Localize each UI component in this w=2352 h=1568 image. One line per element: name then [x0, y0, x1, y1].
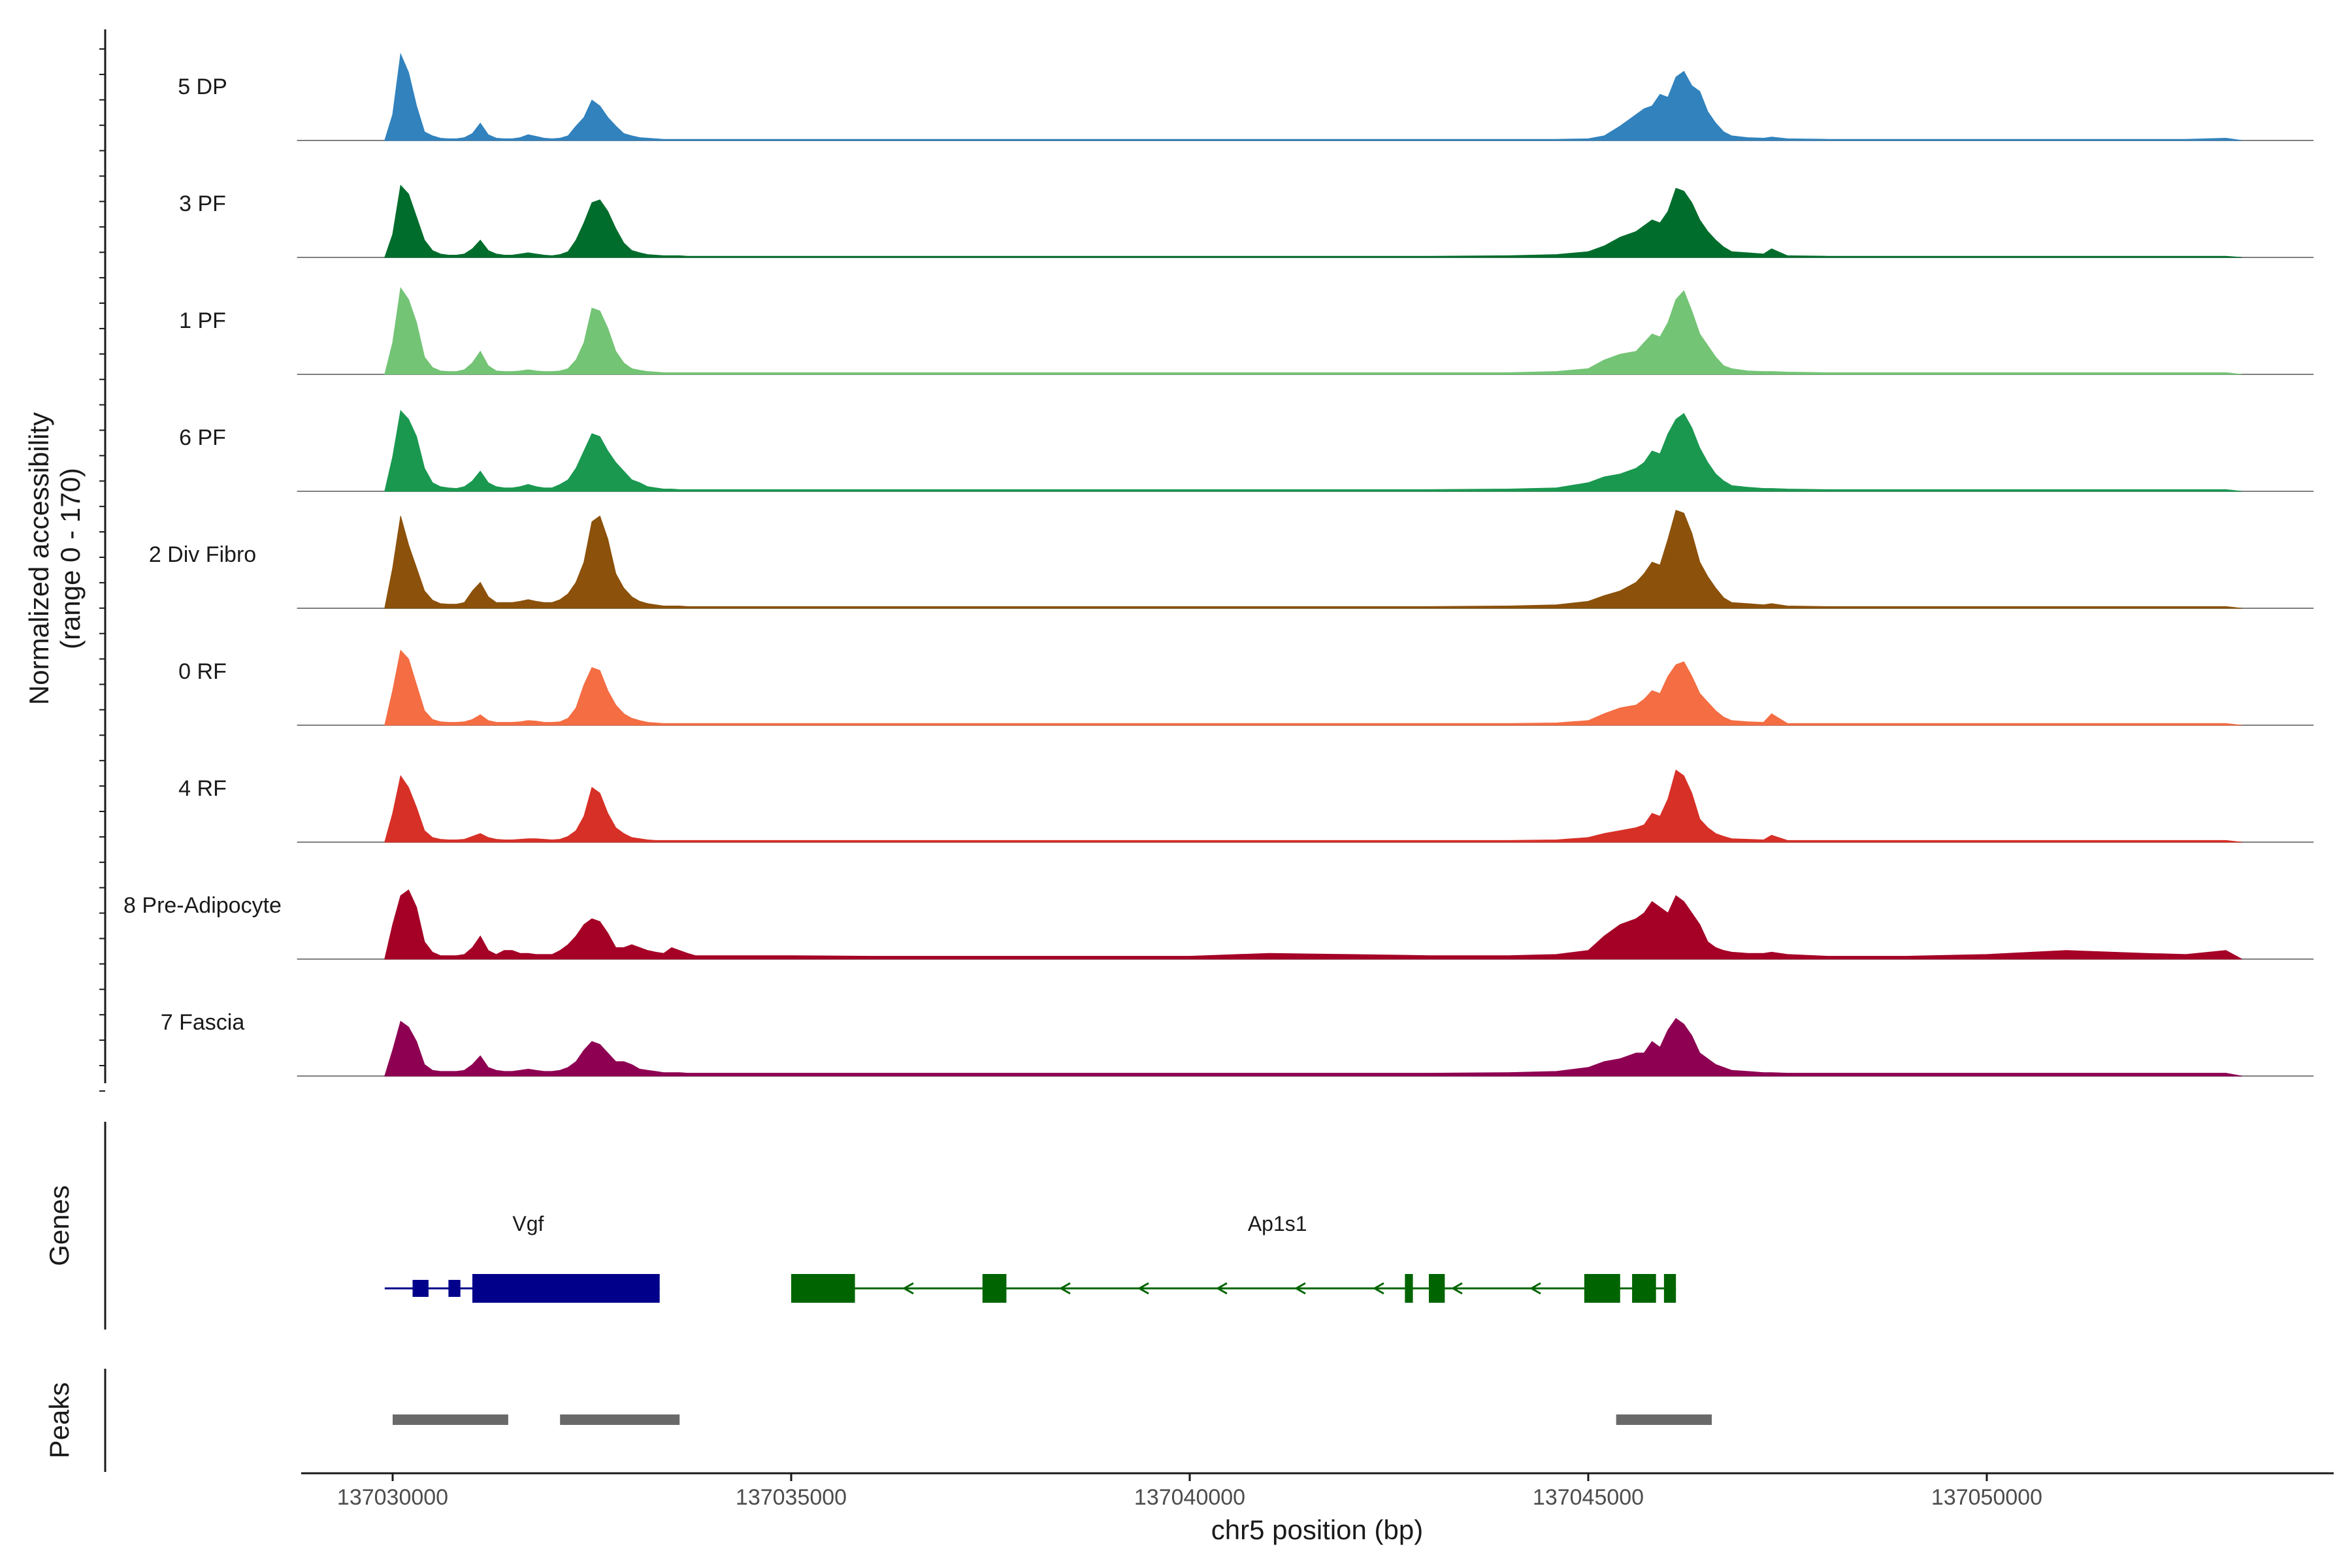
track-7-fascia: 7 Fascia: [161, 1010, 2314, 1077]
gene-ap1s1: Ap1s1: [791, 1212, 1676, 1303]
x-tick-label: 137030000: [337, 1485, 448, 1510]
peak-bar: [560, 1414, 680, 1425]
exon-block: [1405, 1274, 1413, 1303]
strand-arrow: [1215, 1282, 1228, 1295]
track-0-rf: 0 RF: [178, 649, 2314, 726]
track-4-rf: 4 RF: [178, 769, 2314, 843]
coverage-area: [384, 184, 2242, 258]
exon-block: [472, 1274, 660, 1303]
strand-arrow: [1450, 1282, 1463, 1295]
track-label: 2 Div Fibro: [149, 542, 256, 567]
x-tick-label: 137050000: [1931, 1485, 2042, 1510]
exon-block: [791, 1274, 855, 1303]
exon-block: [982, 1274, 1007, 1303]
coverage-area: [384, 287, 2242, 375]
x-axis: 137030000 137035000 137040000 137045000 1370…: [301, 1472, 2334, 1510]
coverage-area: [384, 510, 2242, 609]
gene-name-label: Ap1s1: [1248, 1212, 1307, 1235]
gene-vgf: Vgf: [384, 1212, 660, 1303]
track-8-pre-adipocyte: 8 Pre-Adipocyte: [123, 889, 2314, 960]
accessibility-tracks: 5 DP 3 PF 1 PF 6 PF 2 Div Fibro 0 RF 4 RF 8 Pre…: [123, 52, 2314, 1077]
track-label: 5 DP: [178, 74, 227, 99]
coverage-area: [384, 410, 2242, 492]
track-label: 7 Fascia: [161, 1010, 245, 1035]
exon-block: [1429, 1274, 1445, 1303]
x-axis-title: chr5 position (bp): [1211, 1514, 1424, 1545]
track-label: 8 Pre-Adipocyte: [123, 893, 282, 918]
x-tick-label: 137045000: [1533, 1485, 1644, 1510]
strand-arrow: [1529, 1282, 1541, 1295]
peaks-track: Peaks: [44, 1369, 1712, 1472]
strand-arrow: [1058, 1282, 1071, 1295]
coverage-area: [384, 649, 2242, 726]
track-3-pf: 3 PF: [179, 184, 2314, 258]
track-label: 6 PF: [179, 425, 226, 450]
strand-arrow: [1294, 1282, 1306, 1295]
y-axis-title-line1: Normalized accessibility: [24, 412, 54, 705]
track-label: 3 PF: [179, 191, 226, 216]
exon-block: [412, 1280, 429, 1297]
exon-block: [1632, 1274, 1656, 1303]
peak-bar: [1616, 1414, 1712, 1425]
coverage-area: [384, 889, 2242, 960]
exon-block: [1584, 1274, 1620, 1303]
peaks-track-label: Peaks: [44, 1382, 74, 1459]
strand-arrow: [1137, 1282, 1149, 1295]
coverage-area: [384, 52, 2242, 141]
gene-name-label: Vgf: [512, 1212, 544, 1235]
exon-block: [448, 1280, 461, 1297]
strand-arrow: [1372, 1282, 1384, 1295]
track-1-pf: 1 PF: [179, 287, 2314, 375]
x-tick-label: 137035000: [736, 1485, 847, 1510]
exon-block: [1663, 1274, 1676, 1303]
track-5-dp: 5 DP: [178, 52, 2314, 141]
track-2-div-fibro: 2 Div Fibro: [149, 510, 2314, 609]
track-label: 0 RF: [178, 659, 227, 684]
x-tick-label: 137040000: [1134, 1485, 1245, 1510]
y-axis-accessibility: [99, 29, 106, 1092]
track-label: 1 PF: [179, 308, 226, 333]
track-6-pf: 6 PF: [179, 410, 2314, 492]
gene-annotation-track: Genes Vgf Ap1s1: [44, 1122, 1676, 1330]
strand-arrow: [902, 1282, 914, 1295]
coverage-area: [384, 769, 2242, 843]
genes-track-label: Genes: [44, 1185, 74, 1266]
track-label: 4 RF: [178, 776, 227, 801]
y-axis-title-line2: (range 0 - 170): [55, 468, 86, 649]
peak-bar: [393, 1414, 508, 1425]
coverage-area: [384, 1018, 2242, 1077]
